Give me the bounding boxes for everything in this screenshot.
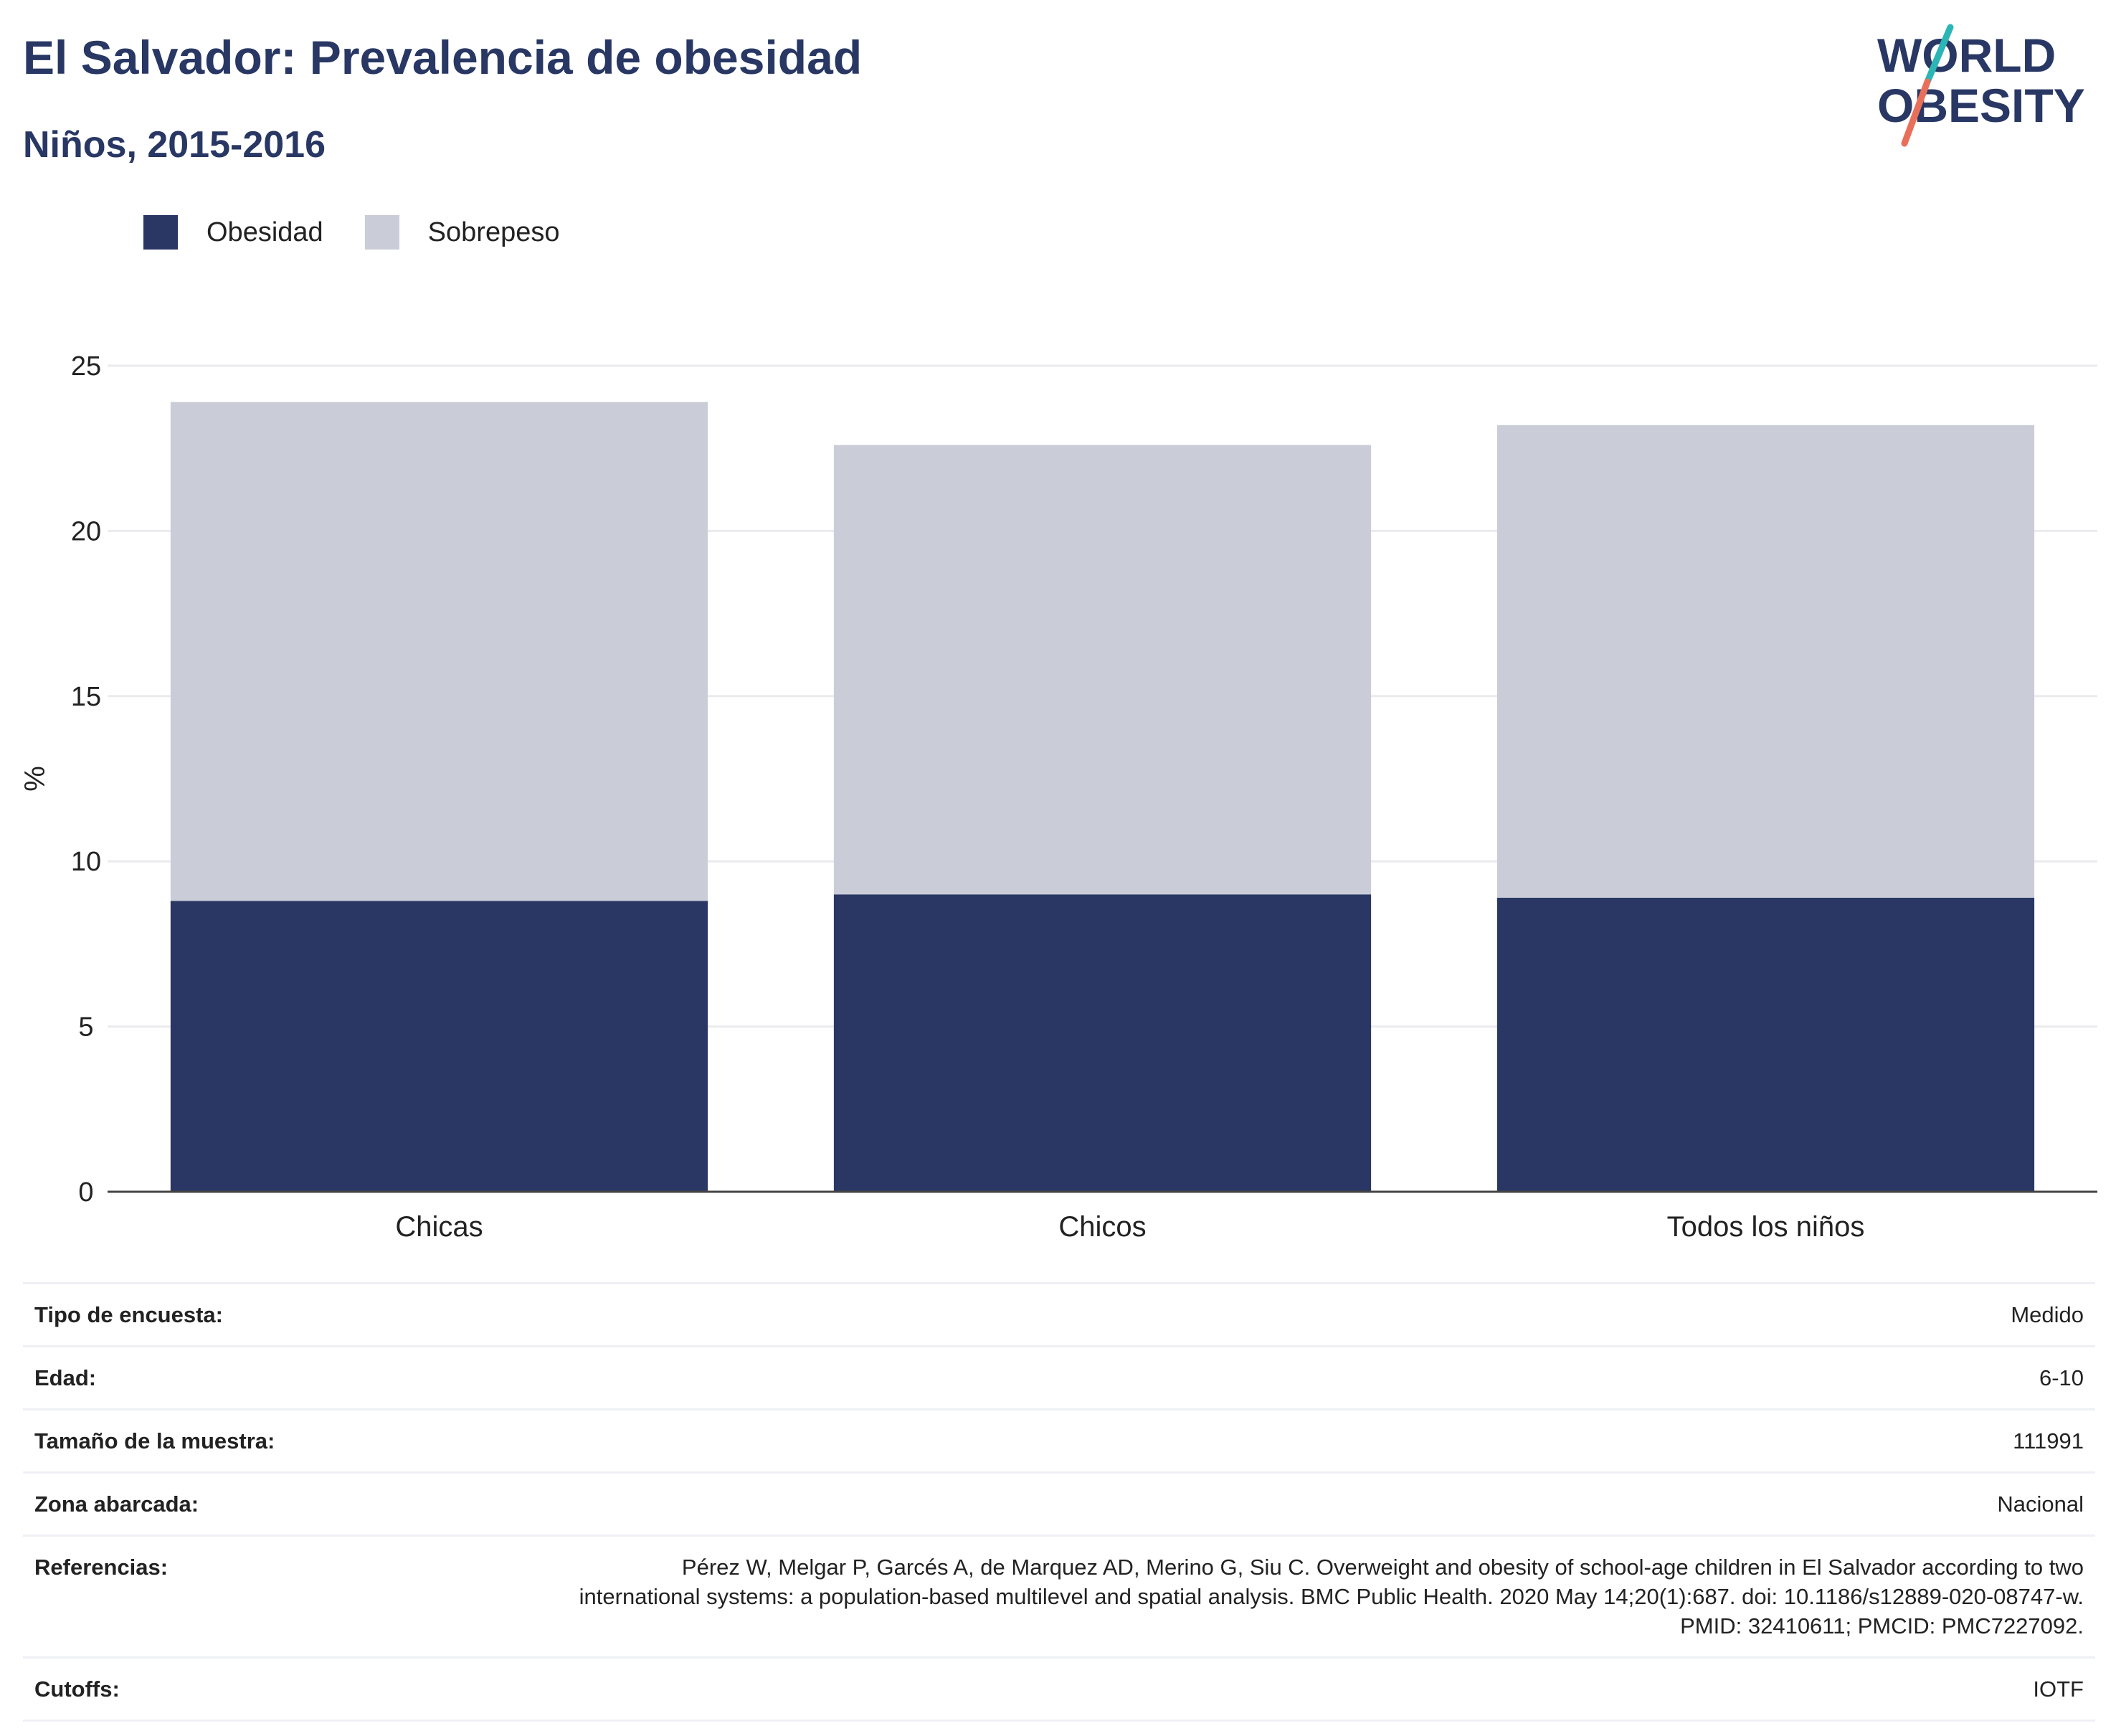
legend-label-obesidad: Obesidad bbox=[207, 217, 323, 247]
world-obesity-logo: WORLD OBESITY bbox=[1877, 24, 2085, 147]
y-axis-label: % bbox=[19, 766, 51, 792]
y-tick-label: 5 bbox=[78, 1012, 93, 1043]
info-value: IOTF bbox=[548, 1656, 2095, 1722]
survey-info-table: Tipo de encuesta: Medido Edad: 6-10 Tama… bbox=[23, 1282, 2095, 1722]
bar-obesidad-chicos bbox=[833, 894, 1372, 1192]
info-value: 6-10 bbox=[548, 1345, 2095, 1410]
chart-legend: Obesidad Sobrepeso bbox=[143, 215, 601, 250]
y-tick-label: 0 bbox=[78, 1177, 93, 1208]
info-row-zona: Zona abarcada: Nacional bbox=[23, 1471, 2095, 1537]
x-tick-label: Chicas bbox=[395, 1211, 483, 1241]
bar-sobrepeso-todos-los-ni-os bbox=[1496, 424, 2035, 898]
legend-item-sobrepeso: Sobrepeso bbox=[364, 215, 560, 250]
legend-label-sobrepeso: Sobrepeso bbox=[427, 217, 560, 247]
y-tick-label: 20 bbox=[71, 516, 101, 546]
bar-obesidad-todos-los-ni-os bbox=[1496, 897, 2035, 1192]
legend-item-obesidad: Obesidad bbox=[143, 215, 323, 250]
info-key: Zona abarcada: bbox=[23, 1471, 548, 1537]
bar-sobrepeso-chicas bbox=[170, 402, 708, 901]
info-key: Tamaño de la muestra: bbox=[23, 1408, 548, 1474]
bar-sobrepeso-chicos bbox=[833, 445, 1372, 895]
logo-slash-bottom bbox=[1901, 78, 1931, 147]
bar-obesidad-chicas bbox=[170, 901, 708, 1192]
x-tick-label: Chicos bbox=[1058, 1211, 1146, 1241]
y-tick-label: 25 bbox=[71, 351, 101, 381]
info-value: Medido bbox=[548, 1282, 2095, 1347]
y-tick-label: 10 bbox=[71, 847, 101, 877]
info-row-edad: Edad: 6-10 bbox=[23, 1345, 2095, 1410]
info-value: 111991 bbox=[548, 1408, 2095, 1474]
stacked-bar-chart: 0 5 10 15 20 25% Chicas Chicos Todos los niños bbox=[19, 351, 2097, 1241]
info-key: Tipo de encuesta: bbox=[23, 1282, 548, 1347]
info-row-tipo: Tipo de encuesta: Medido bbox=[23, 1282, 2095, 1347]
logo-line1: WORLD bbox=[1877, 29, 2056, 82]
info-key: Edad: bbox=[23, 1345, 548, 1410]
x-tick-label: Todos los niños bbox=[1667, 1211, 1865, 1241]
chart-title: El Salvador: Prevalencia de obesidad bbox=[23, 31, 863, 84]
y-tick-label: 15 bbox=[71, 682, 101, 712]
info-key: Referencias: bbox=[23, 1535, 548, 1659]
info-value: Pérez W, Melgar P, Garcés A, de Marquez … bbox=[548, 1535, 2095, 1659]
chart-subtitle: Niños, 2015-2016 bbox=[23, 124, 326, 166]
info-row-muestra: Tamaño de la muestra: 111991 bbox=[23, 1408, 2095, 1474]
info-value: Nacional bbox=[548, 1471, 2095, 1537]
logo-slash-top bbox=[1924, 24, 1954, 85]
legend-swatch-obesidad bbox=[143, 215, 178, 250]
info-row-cutoffs: Cutoffs: IOTF bbox=[23, 1656, 2095, 1722]
legend-swatch-sobrepeso bbox=[364, 215, 399, 250]
info-key: Cutoffs: bbox=[23, 1656, 548, 1722]
info-row-referencias: Referencias: Pérez W, Melgar P, Garcés A… bbox=[23, 1535, 2095, 1659]
